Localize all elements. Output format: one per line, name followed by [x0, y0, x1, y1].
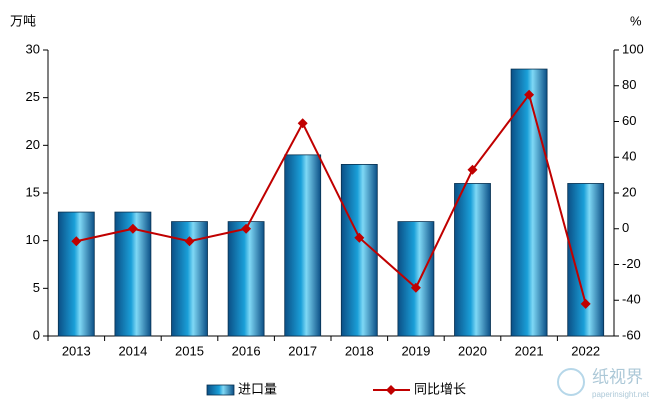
legend-swatch [206, 384, 235, 396]
x-tick-label: 2017 [288, 343, 317, 358]
point [297, 118, 308, 129]
legend-label: 进口量 [238, 381, 277, 396]
point [127, 223, 138, 234]
point [467, 164, 478, 175]
bar [510, 68, 548, 337]
y-axis-label: 万吨 [10, 13, 36, 28]
point [580, 298, 591, 309]
line [76, 92, 587, 305]
bar [340, 163, 378, 337]
y2-tick-label: 60 [622, 113, 636, 128]
x-tick-label: 2014 [118, 343, 147, 358]
y2-tick-label: 80 [622, 77, 636, 92]
y2-tick-label: -40 [622, 292, 641, 307]
x-tick-label: 2021 [515, 343, 544, 358]
y2-tick-label: 100 [622, 41, 644, 56]
watermark-text: 纸视界 [592, 367, 643, 386]
y2-axis-label: % [630, 13, 642, 28]
y-tick-label: 10 [26, 232, 40, 247]
x-tick-label: 2013 [62, 343, 91, 358]
bar [284, 154, 322, 337]
y2-tick-label: 20 [622, 184, 636, 199]
point [354, 232, 365, 243]
point [241, 223, 252, 234]
y-tick-label: 0 [33, 327, 40, 342]
watermark: 纸视界 paperinsight.net [557, 367, 650, 399]
y-tick-label: 30 [26, 41, 40, 56]
x-tick-label: 2016 [232, 343, 261, 358]
x-tick-label: 2018 [345, 343, 374, 358]
x-tick-label: 2020 [458, 343, 487, 358]
legend-marker [386, 385, 396, 395]
watermark-icon [557, 368, 585, 396]
bar [227, 221, 265, 337]
watermark-url: paperinsight.net [592, 390, 650, 399]
y-tick-label: 5 [33, 280, 40, 295]
point [71, 236, 82, 247]
x-tick-label: 2022 [571, 343, 600, 358]
y2-tick-label: -20 [622, 256, 641, 271]
y2-tick-label: 0 [622, 220, 629, 235]
point [410, 282, 421, 293]
y-tick-label: 20 [26, 137, 40, 152]
legend-label: 同比增长 [414, 381, 466, 396]
bar [454, 183, 491, 337]
y-tick-label: 25 [26, 89, 40, 104]
point [524, 89, 535, 100]
bar [57, 211, 95, 337]
x-tick-label: 2015 [175, 343, 204, 358]
y2-tick-label: 40 [622, 149, 636, 164]
y-tick-label: 15 [26, 184, 40, 199]
bar [397, 221, 435, 337]
point [184, 236, 195, 247]
x-tick-label: 2019 [401, 343, 430, 358]
y2-tick-label: -60 [622, 327, 641, 342]
